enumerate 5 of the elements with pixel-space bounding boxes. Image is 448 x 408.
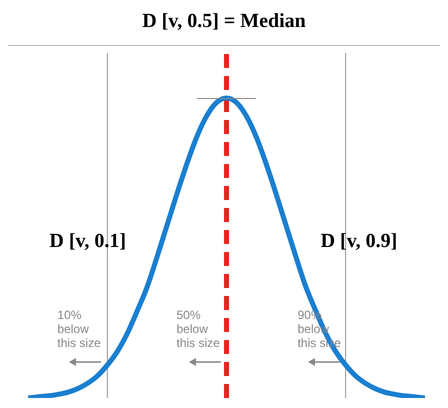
chart-title: D [v, 0.5] = Median <box>141 10 307 33</box>
annotation: 50% below this size <box>176 308 220 350</box>
annotation: 10% below this size <box>57 308 101 350</box>
annotation: D [v, 0.9] <box>320 230 398 253</box>
annotation: D [v, 0.1] <box>49 230 126 253</box>
